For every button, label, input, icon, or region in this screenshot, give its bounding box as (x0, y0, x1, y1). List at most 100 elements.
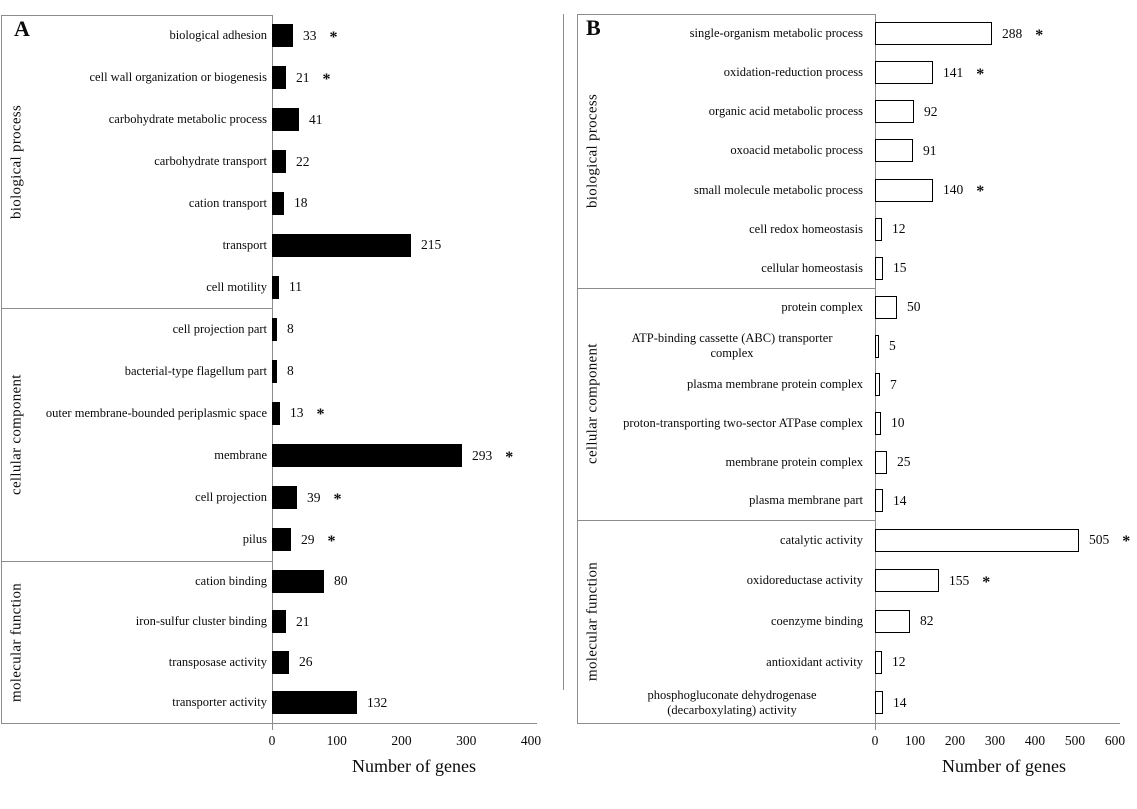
significance-asterisk: * (1122, 533, 1131, 551)
bar-label: coenzyme binding (771, 613, 863, 628)
bar-row: cell projection part 8 (1, 308, 1136, 350)
bar-row: transposase activity 26 (1, 642, 1136, 683)
bar-label: phosphogluconate dehydrogenase (decarboxy… (647, 687, 817, 717)
bar-label: bacterial-type flagellum part (124, 363, 267, 378)
significance-asterisk: * (505, 448, 514, 466)
bar (272, 401, 280, 425)
bar-value: 80 (334, 573, 348, 589)
bar-label: transporter activity (172, 695, 267, 710)
bar-row: membrane protein complex 25 (577, 443, 1136, 482)
bar-row: proton-transporting two-sector ATPase co… (577, 404, 1136, 443)
bar-row: iron-sulfur cluster binding 21 (1, 602, 1136, 643)
significance-asterisk: * (976, 65, 985, 83)
bar-value: 50 (907, 299, 921, 315)
bar (875, 569, 939, 593)
bar-value: 8 (287, 321, 294, 337)
bar-value: 22 (296, 153, 310, 169)
bar-value: 12 (892, 221, 906, 237)
bar-value: 33 (303, 27, 317, 43)
bar-row: coenzyme binding 82 (577, 601, 1136, 642)
bar-label: cation binding (195, 573, 267, 588)
bar-value: 215 (421, 237, 442, 253)
significance-asterisk: * (322, 70, 331, 88)
bar-label: cell motility (206, 279, 267, 294)
x-tick-label: 600 (1104, 733, 1126, 748)
bar-value: 7 (890, 376, 897, 392)
bar-row: biological adhesion 33 * (1, 15, 1136, 57)
bar-label: transport (222, 237, 267, 252)
x-tick-label: 400 (520, 733, 542, 748)
bar (272, 359, 277, 383)
bar-value: 8 (287, 363, 294, 379)
bar (875, 217, 882, 241)
x-tick-label: 400 (1024, 733, 1046, 748)
bar (875, 411, 881, 435)
bar-label: cell redox homeostasis (749, 221, 863, 236)
bar-label: cell projection (195, 490, 267, 505)
category-section: protein complex 50 ATP-binding cassette (A… (577, 288, 1136, 520)
bar-value: 41 (309, 111, 323, 127)
x-tick-label: 0 (268, 733, 276, 748)
bar-label: ATP-binding cassette (ABC) transporter co… (631, 331, 833, 360)
bar-label: oxoacid metabolic process (730, 143, 863, 158)
x-axis-line (1, 723, 537, 724)
significance-asterisk: * (333, 490, 342, 508)
significance-asterisk: * (976, 183, 985, 201)
significance-asterisk: * (329, 28, 338, 46)
bar-row: pilus 29 * (1, 519, 1136, 561)
bar-label: pilus (242, 532, 267, 547)
bar-value: 26 (299, 654, 313, 670)
bar-row: cell wall organization or biogenesis 21 * (1, 57, 1136, 99)
bar-row: oxoacid metabolic process 91 (577, 131, 1136, 170)
significance-asterisk: * (327, 532, 336, 550)
x-tick-label: 500 (1064, 733, 1086, 748)
panel-a-letter: A (14, 16, 30, 41)
x-tick-label: 200 (391, 733, 412, 748)
bar-value: 5 (889, 338, 896, 353)
bar-label: outer membrane-bounded periplasmic space (45, 405, 267, 420)
bar-value: 11 (289, 279, 302, 295)
bar-label: organic acid metabolic process (708, 104, 863, 119)
bar-value: 14 (893, 694, 907, 710)
bar-value: 21 (296, 613, 310, 629)
bar-label: biological adhesion (169, 28, 267, 43)
bar-row: cell motility 11 (1, 266, 1136, 308)
bar-value: 505 (1089, 532, 1110, 548)
category-section: catalytic activity 505 * oxidoreductase act… (577, 520, 1136, 723)
bar-label: antioxidant activity (766, 654, 863, 669)
bar-row: bacterial-type flagellum part 8 (1, 350, 1136, 392)
bar-label: carbohydrate metabolic process (108, 112, 267, 127)
bar (875, 373, 880, 397)
significance-asterisk: * (1035, 26, 1044, 44)
x-tick-label: 300 (456, 733, 477, 748)
bar-label: iron-sulfur cluster binding (135, 614, 267, 629)
bar-row: cation transport 18 (1, 182, 1136, 224)
bar-value: 91 (923, 142, 937, 158)
bar-row: catalytic activity 505 * (577, 520, 1136, 561)
bar-label: plasma membrane part (749, 493, 863, 508)
bar-value: 288 (1002, 25, 1023, 41)
significance-asterisk: * (982, 573, 991, 591)
category-divider-line (577, 288, 875, 289)
category-box-top-border (1, 15, 272, 16)
bar-row: cell redox homeostasis 12 (577, 210, 1136, 249)
bar (875, 528, 1079, 552)
category-divider-line (1, 561, 272, 562)
bar-value: 92 (924, 103, 938, 119)
bar-value: 15 (893, 260, 907, 276)
bar-value: 39 (307, 489, 321, 505)
bar-value: 12 (892, 654, 906, 670)
bar (272, 150, 286, 173)
bar (875, 139, 913, 163)
bar (875, 61, 933, 85)
bar-value: 10 (891, 415, 905, 431)
bar-row: cellular homeostasis 15 (577, 249, 1136, 288)
bar (875, 609, 910, 633)
bar-label: catalytic activity (780, 532, 863, 547)
bar-value: 82 (920, 613, 934, 629)
bar-label: proton-transporting two-sector ATPase co… (623, 415, 863, 430)
bar-label: small molecule metabolic process (693, 182, 863, 197)
bar-value: 140 (943, 182, 964, 198)
bar (272, 66, 286, 90)
